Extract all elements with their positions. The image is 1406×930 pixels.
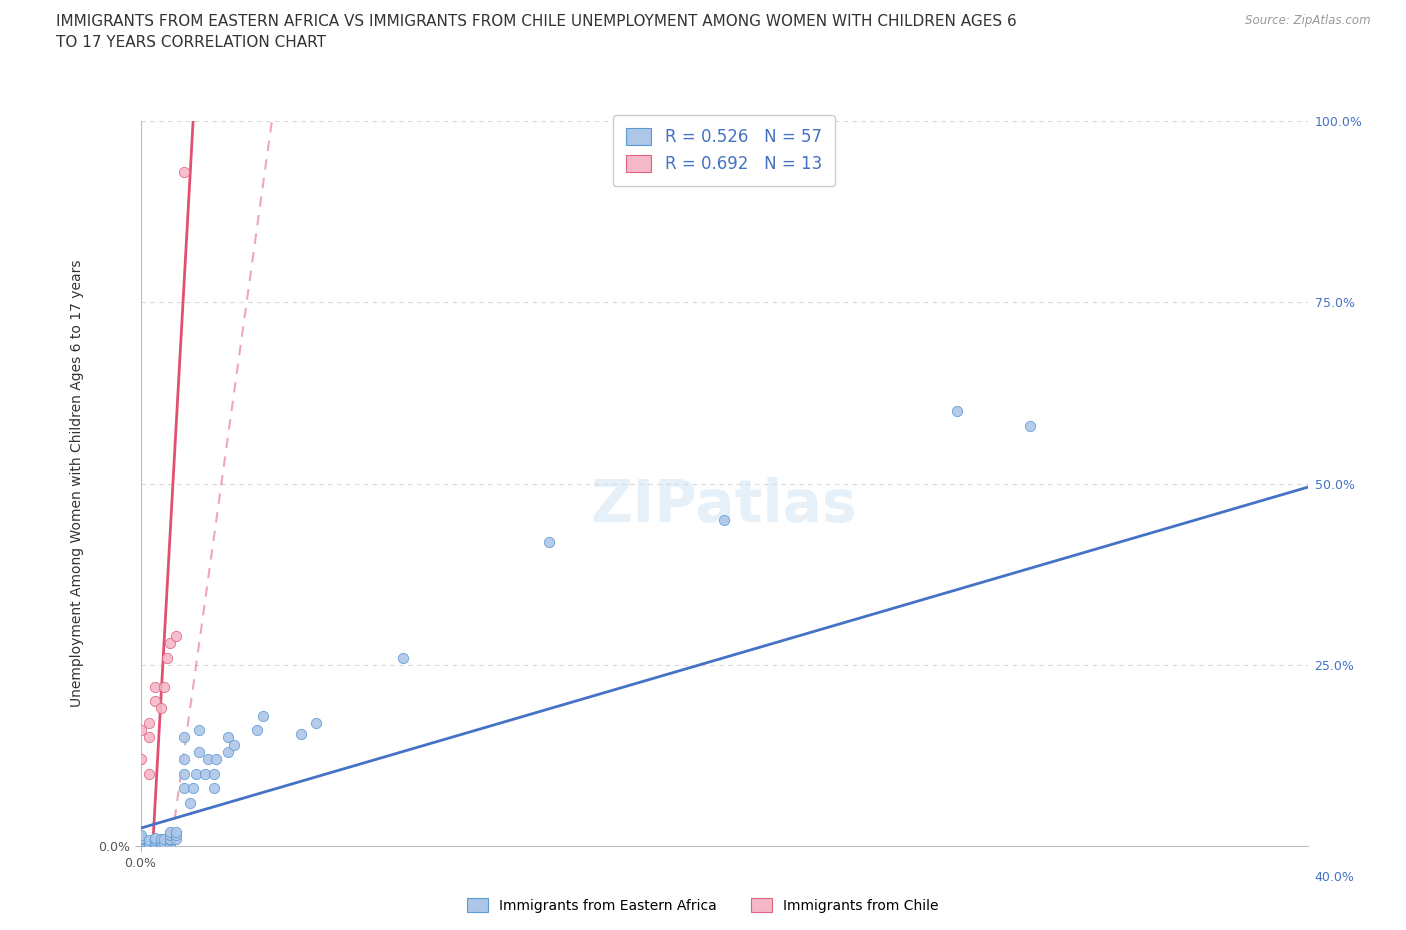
Point: [129, 751, 152, 766]
Point: [188, 723, 211, 737]
Point: [129, 839, 152, 854]
Point: [181, 781, 204, 796]
Point: [946, 404, 969, 418]
Point: [129, 828, 152, 843]
Point: [138, 715, 160, 730]
Text: ZIPatlas: ZIPatlas: [591, 477, 858, 534]
Point: [138, 833, 160, 848]
Point: [173, 781, 195, 796]
Text: 40.0%: 40.0%: [1315, 871, 1354, 884]
Point: [138, 766, 160, 781]
Point: [153, 679, 176, 694]
Point: [165, 831, 187, 846]
Y-axis label: Unemployment Among Women with Children Ages 6 to 17 years: Unemployment Among Women with Children A…: [70, 259, 84, 708]
Text: Source: ZipAtlas.com: Source: ZipAtlas.com: [1246, 14, 1371, 27]
Point: [143, 837, 166, 852]
Point: [143, 679, 166, 694]
Point: [143, 833, 166, 848]
Point: [165, 828, 187, 843]
Point: [713, 512, 735, 527]
Point: [305, 715, 328, 730]
Point: [129, 837, 152, 852]
Point: [153, 831, 176, 846]
Point: [143, 830, 166, 845]
Point: [222, 737, 245, 752]
Point: [150, 701, 173, 716]
Point: [143, 839, 166, 854]
Point: [129, 831, 152, 846]
Point: [1019, 418, 1042, 433]
Point: [159, 833, 181, 848]
Point: [392, 650, 415, 665]
Point: [165, 629, 187, 644]
Point: [159, 636, 181, 651]
Point: [173, 730, 195, 745]
Point: [173, 751, 195, 766]
Point: [217, 745, 239, 760]
Point: [159, 831, 181, 846]
Point: [538, 534, 561, 549]
Point: [217, 730, 239, 745]
Point: [138, 837, 160, 852]
Point: [246, 723, 269, 737]
Point: [129, 830, 152, 845]
Point: [129, 839, 152, 854]
Point: [159, 824, 181, 839]
Point: [205, 751, 228, 766]
Point: [150, 834, 173, 849]
Point: [143, 835, 166, 850]
Point: [173, 165, 195, 179]
Point: [138, 839, 160, 854]
Point: [129, 835, 152, 850]
Point: [129, 839, 152, 854]
Point: [129, 834, 152, 849]
Point: [179, 795, 201, 810]
Point: [188, 745, 211, 760]
Point: [159, 828, 181, 843]
Point: [129, 837, 152, 852]
Point: [290, 726, 312, 741]
Point: [153, 835, 176, 850]
Legend: Immigrants from Eastern Africa, Immigrants from Chile: Immigrants from Eastern Africa, Immigran…: [461, 893, 945, 919]
Point: [143, 694, 166, 709]
Point: [194, 766, 217, 781]
Point: [252, 709, 274, 724]
Point: [202, 781, 225, 796]
Point: [129, 723, 152, 737]
Point: [184, 766, 207, 781]
Legend: R = 0.526   N = 57, R = 0.692   N = 13: R = 0.526 N = 57, R = 0.692 N = 13: [613, 114, 835, 186]
Point: [138, 730, 160, 745]
Point: [159, 837, 181, 852]
Point: [150, 831, 173, 846]
Point: [173, 766, 195, 781]
Point: [197, 751, 219, 766]
Text: IMMIGRANTS FROM EASTERN AFRICA VS IMMIGRANTS FROM CHILE UNEMPLOYMENT AMONG WOMEN: IMMIGRANTS FROM EASTERN AFRICA VS IMMIGR…: [56, 14, 1017, 50]
Point: [165, 824, 187, 839]
Point: [150, 837, 173, 852]
Point: [202, 766, 225, 781]
Point: [156, 650, 179, 665]
